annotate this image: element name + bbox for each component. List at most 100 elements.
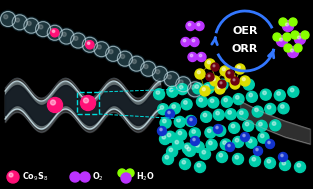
Circle shape <box>217 127 221 131</box>
Circle shape <box>291 31 299 39</box>
Circle shape <box>186 22 195 30</box>
Circle shape <box>84 98 89 103</box>
Circle shape <box>245 122 249 126</box>
Circle shape <box>223 141 226 144</box>
Circle shape <box>237 66 240 69</box>
Circle shape <box>158 104 169 115</box>
Circle shape <box>82 37 97 52</box>
Circle shape <box>279 18 287 26</box>
Circle shape <box>218 80 226 88</box>
Text: H$_2$O: H$_2$O <box>136 171 155 183</box>
Circle shape <box>105 45 122 62</box>
Circle shape <box>213 125 223 133</box>
Circle shape <box>176 77 191 92</box>
Circle shape <box>294 44 302 52</box>
Circle shape <box>205 59 215 69</box>
Circle shape <box>177 118 180 122</box>
Circle shape <box>192 130 195 133</box>
Circle shape <box>169 148 173 152</box>
Circle shape <box>225 143 234 152</box>
Circle shape <box>208 129 211 132</box>
Circle shape <box>94 42 109 57</box>
Circle shape <box>265 139 275 149</box>
Circle shape <box>246 91 257 102</box>
Circle shape <box>109 50 113 54</box>
Circle shape <box>281 154 283 157</box>
Circle shape <box>215 84 225 94</box>
Text: Co$_9$S$_8$: Co$_9$S$_8$ <box>22 171 48 183</box>
Circle shape <box>224 98 228 102</box>
Circle shape <box>233 79 235 81</box>
Circle shape <box>283 33 291 41</box>
Circle shape <box>191 85 195 89</box>
Circle shape <box>195 22 204 30</box>
Circle shape <box>129 56 144 71</box>
Circle shape <box>256 148 258 151</box>
Circle shape <box>181 99 192 110</box>
Circle shape <box>160 128 162 131</box>
Circle shape <box>201 111 212 122</box>
Circle shape <box>243 120 254 131</box>
Circle shape <box>208 75 210 77</box>
Circle shape <box>52 30 55 33</box>
Circle shape <box>229 122 240 133</box>
Circle shape <box>260 134 264 138</box>
Circle shape <box>184 146 196 156</box>
Circle shape <box>221 96 232 107</box>
Circle shape <box>256 120 267 131</box>
Circle shape <box>228 144 230 147</box>
Circle shape <box>242 78 245 81</box>
Text: ORR: ORR <box>232 44 258 54</box>
Circle shape <box>252 106 263 117</box>
Circle shape <box>197 71 200 74</box>
Circle shape <box>219 153 223 157</box>
Circle shape <box>51 29 59 37</box>
Circle shape <box>220 139 231 150</box>
Circle shape <box>249 156 260 167</box>
Circle shape <box>132 59 136 64</box>
Circle shape <box>81 36 98 53</box>
Circle shape <box>144 64 148 69</box>
Circle shape <box>80 172 90 182</box>
Circle shape <box>199 54 202 57</box>
Circle shape <box>46 24 63 41</box>
Circle shape <box>196 143 199 147</box>
Circle shape <box>280 160 290 170</box>
Circle shape <box>176 129 187 140</box>
Circle shape <box>121 173 131 183</box>
Circle shape <box>235 138 239 142</box>
Circle shape <box>239 111 243 115</box>
Circle shape <box>188 23 191 26</box>
Circle shape <box>220 82 222 84</box>
Circle shape <box>255 108 258 112</box>
Circle shape <box>172 139 183 149</box>
Circle shape <box>187 82 203 97</box>
Circle shape <box>277 92 280 95</box>
Circle shape <box>182 143 193 154</box>
Circle shape <box>166 109 175 119</box>
Circle shape <box>157 126 167 136</box>
Circle shape <box>179 80 183 84</box>
Circle shape <box>169 103 180 114</box>
Circle shape <box>252 157 256 161</box>
Circle shape <box>217 79 228 90</box>
Circle shape <box>167 86 178 97</box>
Circle shape <box>235 64 245 74</box>
Circle shape <box>197 53 206 61</box>
Circle shape <box>141 61 156 76</box>
Circle shape <box>274 90 285 101</box>
Circle shape <box>183 39 186 42</box>
Circle shape <box>172 105 176 108</box>
Circle shape <box>297 36 300 39</box>
Circle shape <box>151 65 169 83</box>
Circle shape <box>191 136 199 146</box>
Circle shape <box>58 28 75 45</box>
Circle shape <box>268 141 270 144</box>
Circle shape <box>211 63 219 71</box>
Circle shape <box>62 32 66 36</box>
Circle shape <box>202 150 206 154</box>
Circle shape <box>190 54 193 57</box>
Circle shape <box>34 21 52 38</box>
Circle shape <box>301 31 309 39</box>
Circle shape <box>233 94 244 105</box>
